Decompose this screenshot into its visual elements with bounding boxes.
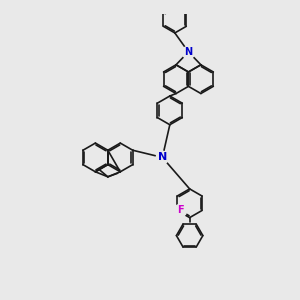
Text: N: N [158,152,167,162]
Text: N: N [184,47,193,57]
Text: F: F [177,206,184,215]
